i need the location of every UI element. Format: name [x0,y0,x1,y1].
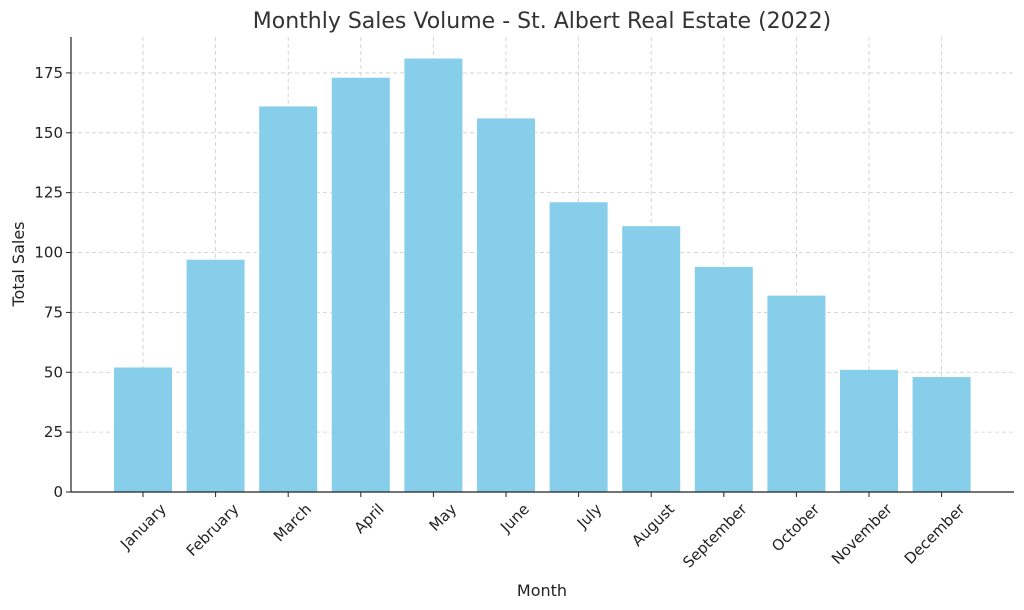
x-tick-label: July [573,500,606,533]
bar-april [331,77,390,493]
y-tick-label: 0 [53,483,63,501]
bar-may [404,58,463,492]
bar-august [622,226,681,492]
x-tick-label: October [768,500,824,556]
bar-june [477,118,535,492]
bar-december [912,377,971,492]
x-tick-label: November [828,500,896,568]
bar-january [114,367,172,492]
y-tick-label: 100 [34,244,63,262]
x-tick-label: December [901,500,969,568]
y-tick-label: 50 [44,363,63,381]
bar-february [186,259,245,492]
y-tick-label: 75 [44,303,63,321]
bar-september [694,266,753,492]
chart-title: Monthly Sales Volume - St. Albert Real E… [253,9,831,34]
x-tick-label: June [496,500,533,537]
x-ticks: January February March April May June July Augu… [116,492,969,571]
y-tick-label: 125 [34,184,63,202]
x-tick-label: January [116,500,170,554]
y-tick-label: 150 [34,124,63,142]
y-ticks: 0 25 50 75 100 125 150 175 [34,64,71,501]
x-tick-label: May [426,500,461,535]
y-tick-label: 25 [44,423,63,441]
bar-november [840,369,898,492]
bar-march [259,106,318,493]
bar-october [767,295,826,492]
axes [70,37,1014,493]
x-tick-label: September [679,500,751,572]
y-axis-label: Total Sales [9,221,28,307]
bar-july [549,202,608,492]
bars [114,58,971,493]
x-tick-label: March [270,500,315,545]
x-tick-label: August [628,500,678,550]
x-tick-label: April [351,500,388,537]
x-tick-label: February [183,500,243,560]
x-axis-label: Month [517,581,567,600]
y-tick-label: 175 [34,64,63,82]
